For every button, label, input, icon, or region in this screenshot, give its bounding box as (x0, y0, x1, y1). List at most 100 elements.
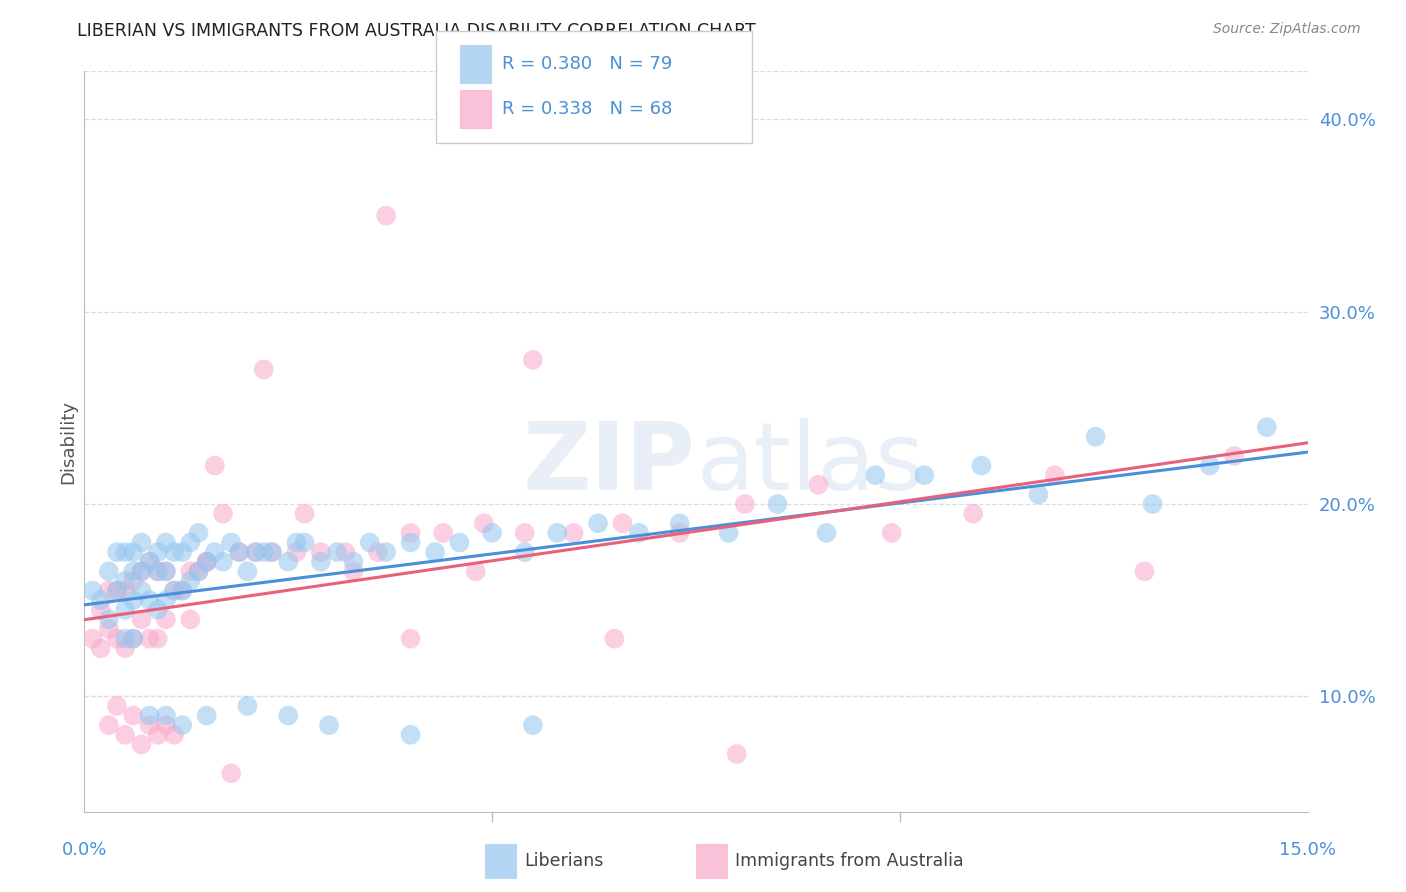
Point (962, 507, 984, 521)
Point (155, 535, 177, 549)
Point (522, 718, 544, 732)
Point (236, 698, 259, 713)
Point (97, 612, 120, 626)
Point (172, 583, 194, 598)
Point (155, 718, 177, 732)
Point (367, 545, 389, 559)
Point (122, 574, 145, 588)
Point (335, 545, 357, 559)
Point (131, 565, 153, 579)
Point (146, 545, 169, 559)
Point (114, 583, 136, 598)
Point (1142, 497, 1164, 511)
Point (195, 555, 218, 569)
Point (90, 603, 112, 617)
Point (1198, 458, 1220, 473)
Point (187, 565, 209, 579)
Text: ZIP: ZIP (523, 417, 696, 509)
Text: atlas: atlas (696, 417, 924, 509)
Point (294, 535, 316, 549)
Point (815, 525, 838, 540)
Point (138, 555, 160, 569)
Point (172, 583, 194, 598)
Point (294, 507, 316, 521)
Point (253, 545, 276, 559)
Point (472, 516, 495, 531)
Point (204, 458, 226, 473)
Text: 0.0%: 0.0% (62, 840, 107, 859)
Point (163, 545, 186, 559)
Point (342, 555, 364, 569)
Point (97, 565, 120, 579)
Point (204, 545, 226, 559)
Point (423, 545, 446, 559)
Point (114, 728, 136, 742)
Point (82, 632, 104, 646)
Point (513, 545, 536, 559)
Point (725, 747, 748, 761)
Point (562, 525, 585, 540)
Point (734, 497, 756, 511)
Point (277, 708, 299, 723)
Point (155, 565, 177, 579)
Point (260, 545, 283, 559)
Point (179, 535, 201, 549)
Point (114, 545, 136, 559)
Point (146, 565, 169, 579)
Point (668, 525, 690, 540)
Point (163, 583, 186, 598)
Point (464, 565, 486, 579)
Point (285, 545, 308, 559)
Point (212, 507, 235, 521)
Point (172, 545, 194, 559)
Text: LIBERIAN VS IMMIGRANTS FROM AUSTRALIA DISABILITY CORRELATION CHART: LIBERIAN VS IMMIGRANTS FROM AUSTRALIA DI… (77, 22, 756, 40)
Text: Liberians: Liberians (524, 852, 603, 870)
Point (138, 708, 160, 723)
Point (131, 738, 153, 752)
Point (122, 632, 145, 646)
Point (236, 565, 259, 579)
Point (105, 583, 128, 598)
Point (114, 641, 136, 656)
Point (146, 728, 169, 742)
Point (1223, 449, 1246, 463)
Point (105, 632, 128, 646)
Y-axis label: Disability: Disability (59, 400, 77, 483)
Point (114, 603, 136, 617)
Point (668, 516, 690, 531)
Text: R = 0.338   N = 68: R = 0.338 N = 68 (502, 100, 672, 118)
Point (146, 565, 169, 579)
Point (1028, 487, 1050, 501)
Point (865, 468, 887, 483)
Point (1043, 468, 1066, 483)
Point (627, 525, 650, 540)
Point (97, 622, 120, 636)
Point (195, 555, 218, 569)
Point (131, 583, 153, 598)
Point (163, 728, 186, 742)
Point (228, 545, 250, 559)
Point (513, 525, 536, 540)
Point (342, 565, 364, 579)
Point (105, 698, 128, 713)
Point (114, 574, 136, 588)
Point (172, 718, 194, 732)
Point (138, 632, 160, 646)
Point (603, 632, 626, 646)
Point (97, 718, 120, 732)
Point (1084, 430, 1107, 444)
Point (122, 708, 145, 723)
Point (912, 468, 935, 483)
Point (97, 583, 120, 598)
Point (122, 565, 145, 579)
Point (399, 632, 422, 646)
Point (105, 583, 128, 598)
Point (807, 478, 830, 492)
Point (1133, 565, 1156, 579)
Point (375, 209, 398, 223)
Point (155, 593, 177, 607)
Point (179, 565, 201, 579)
Point (131, 612, 153, 626)
Point (195, 708, 218, 723)
Point (155, 612, 177, 626)
